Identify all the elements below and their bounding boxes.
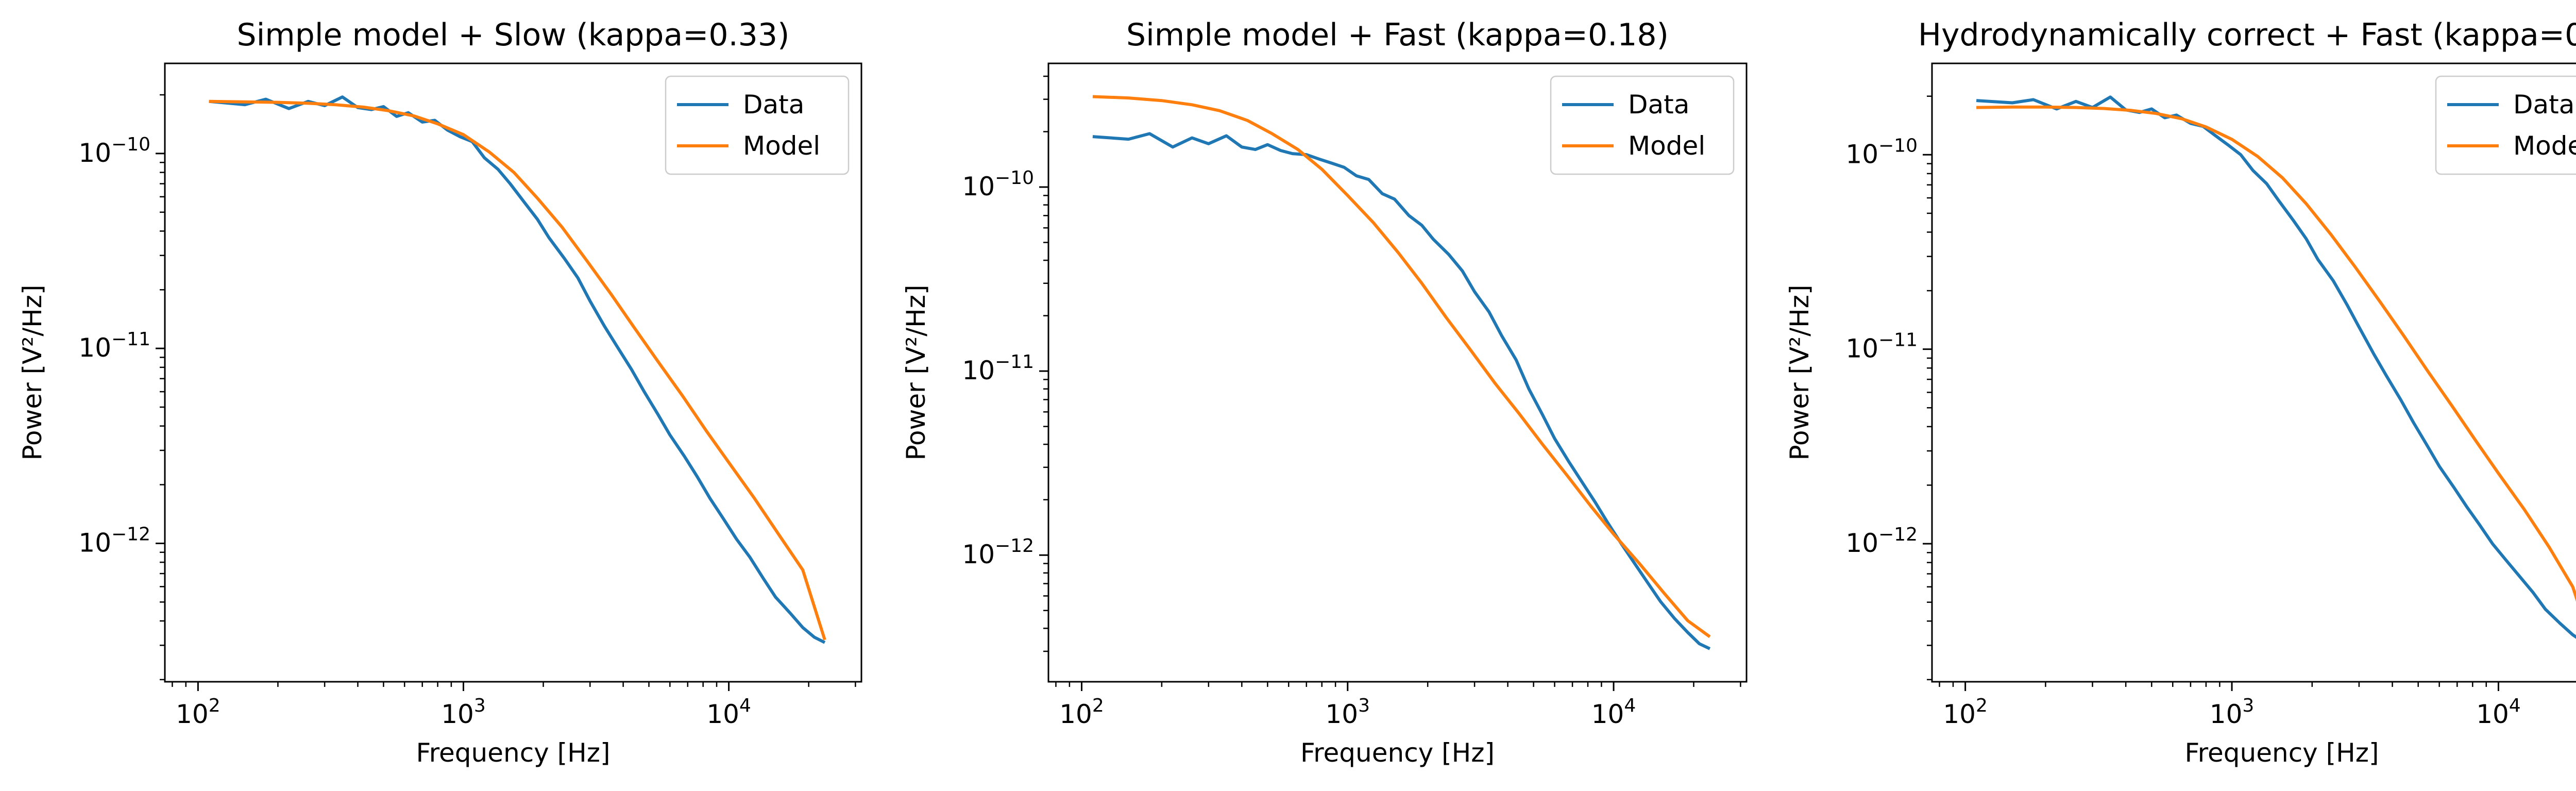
legend: Data Model bbox=[1550, 75, 1735, 175]
y-tick-label: 10−12 bbox=[1845, 524, 1918, 558]
legend-box bbox=[1550, 75, 1735, 175]
legend-label-data: Data bbox=[2513, 90, 2574, 120]
chart-title: Simple model + Slow (kappa=0.33) bbox=[237, 17, 790, 53]
panel-2: 102 103 104 10−12 10−11 10−10 Simple model + F… bbox=[901, 17, 1748, 768]
legend-label-data: Data bbox=[1628, 90, 1689, 120]
y-axis-label: Power [V²/Hz] bbox=[901, 284, 931, 460]
legend-label-data: Data bbox=[743, 90, 804, 120]
panel-3: 102 103 104 10−12 10−11 10−10 Hydrodynamically… bbox=[1785, 17, 2576, 768]
y-tick-label: 10−10 bbox=[78, 134, 150, 168]
legend: Data Model bbox=[665, 75, 850, 175]
y-tick-label: 10−12 bbox=[962, 535, 1034, 569]
legend-label-model: Model bbox=[743, 131, 820, 161]
x-tick-label: 102 bbox=[1943, 695, 1988, 729]
chart-title: Hydrodynamically correct + Fast (kappa=0… bbox=[1918, 17, 2576, 53]
legend-label-model: Model bbox=[2513, 131, 2576, 161]
series-line-model bbox=[209, 99, 826, 641]
series-line-model bbox=[1976, 105, 2576, 602]
x-tick-label: 102 bbox=[176, 695, 221, 729]
y-tick-label: 10−10 bbox=[1845, 135, 1918, 169]
panel-1: 102 103 104 10−12 10−11 10−10 Simple model + S… bbox=[18, 17, 862, 768]
axes-frame bbox=[1931, 62, 2576, 683]
x-tick-label: 104 bbox=[706, 695, 751, 729]
y-tick-label: 10−10 bbox=[962, 167, 1034, 201]
y-tick-label: 10−11 bbox=[78, 329, 150, 363]
y-axis-label: Power [V²/Hz] bbox=[18, 284, 47, 460]
x-tick-label: 102 bbox=[1059, 695, 1104, 729]
axes-frame bbox=[1047, 62, 1748, 683]
y-tick-label: 10−12 bbox=[78, 524, 150, 558]
x-tick-label: 103 bbox=[441, 695, 486, 729]
x-tick-label: 104 bbox=[1591, 695, 1636, 729]
x-axis-label: Frequency [Hz] bbox=[416, 738, 610, 768]
x-tick-label: 103 bbox=[2210, 695, 2255, 729]
legend: Data Model bbox=[2435, 75, 2576, 175]
legend-label-model: Model bbox=[1628, 131, 1705, 161]
y-tick-label: 10−11 bbox=[962, 351, 1034, 385]
axes-frame bbox=[164, 62, 862, 683]
x-tick-label: 103 bbox=[1325, 695, 1370, 729]
legend-box bbox=[665, 75, 850, 175]
y-axis-label: Power [V²/Hz] bbox=[1785, 284, 1815, 460]
series-line-model bbox=[1092, 95, 1711, 638]
y-tick-label: 10−11 bbox=[1845, 330, 1918, 364]
legend-box bbox=[2435, 75, 2576, 175]
x-axis-label: Frequency [Hz] bbox=[2184, 738, 2379, 768]
chart-title: Simple model + Fast (kappa=0.18) bbox=[1126, 17, 1669, 53]
x-axis-label: Frequency [Hz] bbox=[1300, 738, 1495, 768]
x-tick-label: 104 bbox=[2476, 695, 2521, 729]
